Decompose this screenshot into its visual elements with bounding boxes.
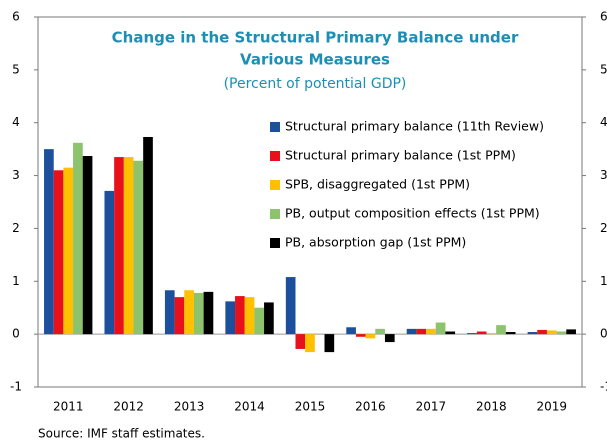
bar	[566, 329, 576, 335]
y2-tick-label: -1	[600, 380, 607, 394]
y2-tick-label: 2	[600, 221, 607, 235]
legend-swatch	[270, 180, 280, 190]
x-tick-label: 2016	[355, 400, 386, 414]
bar	[467, 333, 477, 335]
bar	[324, 334, 335, 353]
bar	[416, 328, 427, 335]
legend-swatch	[270, 151, 280, 161]
bar	[203, 291, 214, 335]
y-tick-label: 5	[12, 62, 20, 76]
y2-tick-label: 0	[600, 327, 607, 341]
x-tick-label: 2012	[113, 400, 144, 414]
bar	[73, 142, 83, 335]
chart-title: Various Measures	[240, 51, 390, 69]
y-tick-label: 1	[12, 274, 20, 288]
bar	[445, 331, 456, 335]
legend-swatch	[270, 209, 280, 219]
bar	[375, 328, 385, 335]
bar	[355, 334, 366, 337]
bar	[486, 333, 497, 335]
plot-frame	[37, 16, 583, 388]
x-tick-label: 2014	[234, 400, 265, 414]
bar	[556, 331, 567, 335]
bar	[305, 334, 315, 353]
bar	[53, 170, 64, 335]
bar	[164, 290, 175, 335]
x-tick-label: 2013	[174, 400, 205, 414]
legend-swatch	[270, 122, 280, 132]
chart-title: Change in the Structural Primary Balance…	[112, 29, 519, 47]
y2-tick-label: 1	[600, 274, 607, 288]
y-tick-label: 3	[12, 168, 20, 182]
bar	[496, 325, 506, 335]
bar	[365, 334, 376, 339]
y-tick-label: 0	[12, 327, 20, 341]
bar	[285, 277, 296, 335]
y-tick-label: 6	[12, 10, 20, 24]
y2-tick-label: 3	[600, 168, 607, 182]
bar	[346, 327, 356, 335]
y-tick-label: -1	[10, 380, 22, 394]
x-tick-label: 2011	[53, 400, 84, 414]
bar	[114, 157, 124, 335]
legend-label: PB, output composition effects (1st PPM)	[285, 206, 540, 221]
bar	[435, 322, 446, 335]
bar	[133, 160, 144, 335]
bar	[225, 301, 236, 335]
bar	[63, 167, 74, 335]
bar	[143, 136, 153, 335]
x-tick-label: 2017	[416, 400, 447, 414]
legend-label: Structural primary balance (11th Review)	[285, 119, 544, 134]
source-note: Source: IMF staff estimates.	[38, 427, 205, 441]
legend-swatch	[270, 238, 280, 248]
y2-tick-label: 4	[600, 115, 607, 129]
y-tick-label: 4	[12, 115, 20, 129]
bar	[235, 296, 245, 335]
bar	[254, 307, 265, 335]
bar	[384, 334, 395, 343]
y-tick-label: 2	[12, 221, 20, 235]
bar	[546, 330, 557, 335]
bar	[184, 290, 194, 335]
bar	[44, 149, 54, 335]
x-tick-label: 2015	[295, 400, 326, 414]
bar	[527, 332, 538, 335]
bar	[244, 297, 255, 335]
bar	[123, 157, 134, 335]
bar	[426, 328, 436, 335]
x-tick-label: 2019	[537, 400, 568, 414]
bar	[264, 302, 274, 335]
legend-label: Structural primary balance (1st PPM)	[285, 148, 516, 163]
bar	[104, 190, 115, 335]
legend-label: PB, absorption gap (1st PPM)	[285, 235, 466, 250]
bar	[82, 156, 93, 335]
bar	[193, 292, 204, 335]
bar	[174, 297, 185, 335]
bar	[295, 334, 306, 349]
bar	[537, 329, 547, 335]
bar	[406, 328, 417, 335]
bar	[505, 332, 516, 335]
legend-label: SPB, disaggregated (1st PPM)	[285, 177, 470, 192]
y2-tick-label: 5	[600, 62, 607, 76]
y2-tick-label: 6	[600, 10, 607, 24]
chart-subtitle: (Percent of potential GDP)	[224, 76, 407, 92]
bar	[476, 331, 487, 335]
x-tick-label: 2018	[476, 400, 507, 414]
